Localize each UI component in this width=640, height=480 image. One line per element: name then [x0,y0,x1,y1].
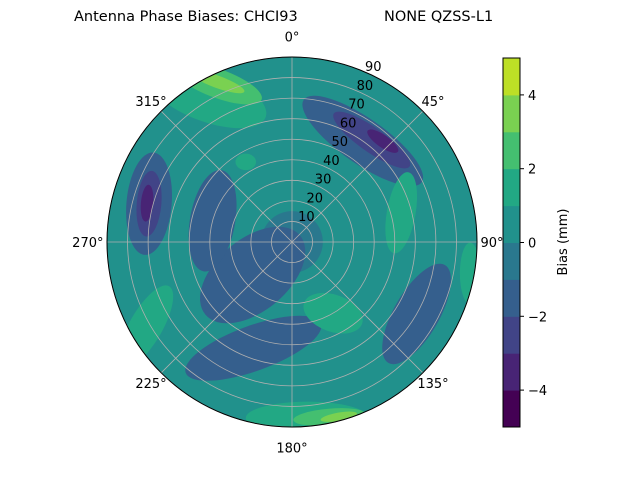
colorbar-band [503,168,520,207]
colorbar-band [503,279,520,317]
angle-tick-label: 270° [72,236,103,251]
chart-subtitle: NONE QZSS-L1 [384,9,494,25]
angle-tick-label: 315° [135,95,166,110]
radial-tick-label: 50 [332,135,349,150]
angle-tick-label: 90° [481,236,504,251]
radial-tick-label: 40 [323,154,340,169]
angle-tick-label: 135° [417,377,448,392]
colorbar-tick-label: −2 [528,310,547,325]
colorbar-tick-label: 4 [528,89,536,104]
colorbar-tick-label: 2 [528,163,536,178]
colorbar-band [503,131,520,170]
colorbar-band [503,205,520,243]
colorbar-band [503,242,520,280]
colorbar-label: Bias (mm) [556,209,571,276]
colorbar-tick-label: 0 [528,237,536,252]
radial-tick-label: 30 [315,173,332,188]
grid-spoke-135 [291,241,424,374]
contour-region-21 [459,242,477,305]
contour-region-2 [185,315,322,381]
colorbar-band [503,390,520,428]
radial-tick-label: 20 [306,191,323,206]
angle-tick-label: 45° [421,95,444,110]
angle-tick-label: 225° [135,377,166,392]
colorbar-band [503,58,520,96]
grid-spoke-45 [291,110,424,243]
contour-region-11 [385,172,418,254]
polar-frame [106,56,478,428]
radial-tick-label: 60 [340,116,357,131]
contour-region-18 [320,411,358,422]
contour-region-10 [140,184,154,222]
colorbar-band [503,94,520,133]
grid-spoke-315 [160,110,293,243]
contour-region-20 [235,153,257,171]
contour-region-6 [333,111,411,169]
colorbar-tick-label: −4 [528,384,547,399]
colorbar-band [503,353,520,391]
grid-spoke-225 [160,241,293,374]
radial-tick-label: 80 [357,79,374,94]
chart-title: Antenna Phase Biases: CHCI93 [74,9,298,25]
radial-tick-label: 70 [348,98,365,113]
angle-tick-label: 0° [285,30,300,45]
radial-tick-label: 10 [298,210,315,225]
angle-tick-label: 180° [276,442,307,457]
colorbar-band [503,316,520,354]
radial-tick-label: 90 [365,60,382,75]
contour-region-7 [367,129,399,153]
